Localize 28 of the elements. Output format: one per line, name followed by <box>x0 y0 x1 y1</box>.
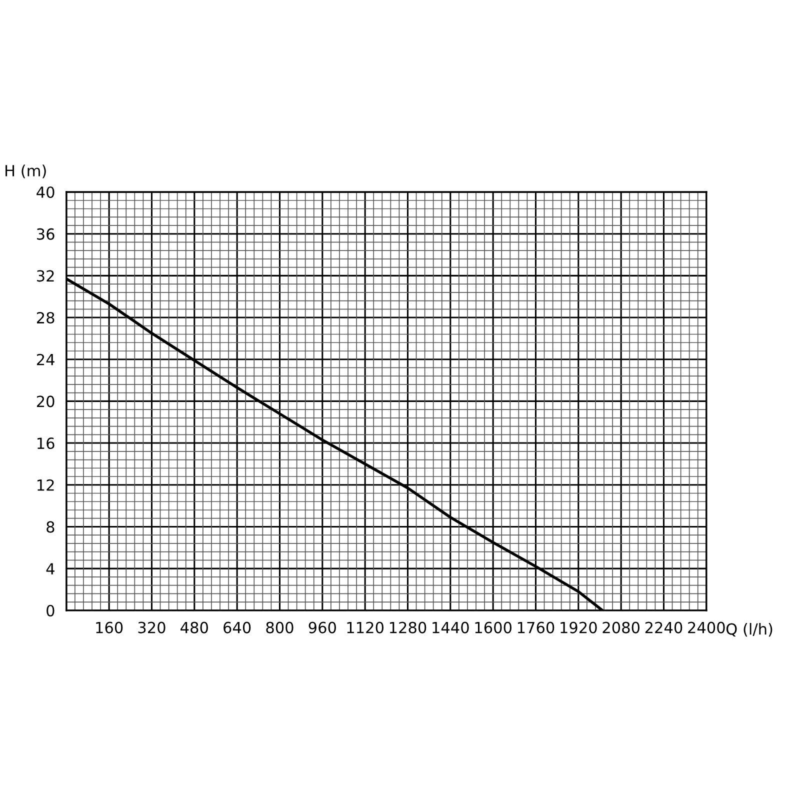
y-tick-label: 32 <box>37 270 54 282</box>
x-tick-label: 640 <box>224 622 251 634</box>
x-tick-label: 160 <box>96 622 123 634</box>
x-tick-label: 320 <box>138 622 166 634</box>
y-tick-label: 36 <box>37 228 54 240</box>
x-tick-label: 480 <box>180 622 208 634</box>
x-tick-label: 1280 <box>390 622 426 634</box>
y-axis-title: H (m) <box>6 164 46 178</box>
y-tick-label: 16 <box>38 438 54 450</box>
x-tick-label: 1120 <box>347 622 384 634</box>
y-tick-label: 24 <box>36 354 54 366</box>
x-tick-label: 1600 <box>475 622 512 634</box>
x-tick-label: 2240 <box>645 622 682 634</box>
x-tick-label: 1440 <box>432 622 469 634</box>
y-tick-label: 4 <box>46 563 54 574</box>
y-tick-label: 20 <box>36 396 54 408</box>
x-tick-label: 800 <box>266 622 294 634</box>
y-tick-label: 12 <box>38 479 54 491</box>
x-tick-label: 1920 <box>560 622 597 634</box>
y-tick-label: 40 <box>36 186 54 198</box>
y-tick-label: 8 <box>46 521 54 533</box>
x-axis-title: Q (l/h) <box>726 622 772 637</box>
y-tick-label: 0 <box>46 604 54 616</box>
x-tick-label: 2400 <box>688 622 725 634</box>
x-tick-label: 2080 <box>602 622 640 634</box>
y-tick-label: 28 <box>36 312 54 324</box>
x-tick-label: 1760 <box>518 622 554 634</box>
x-tick-label: 960 <box>308 622 336 634</box>
